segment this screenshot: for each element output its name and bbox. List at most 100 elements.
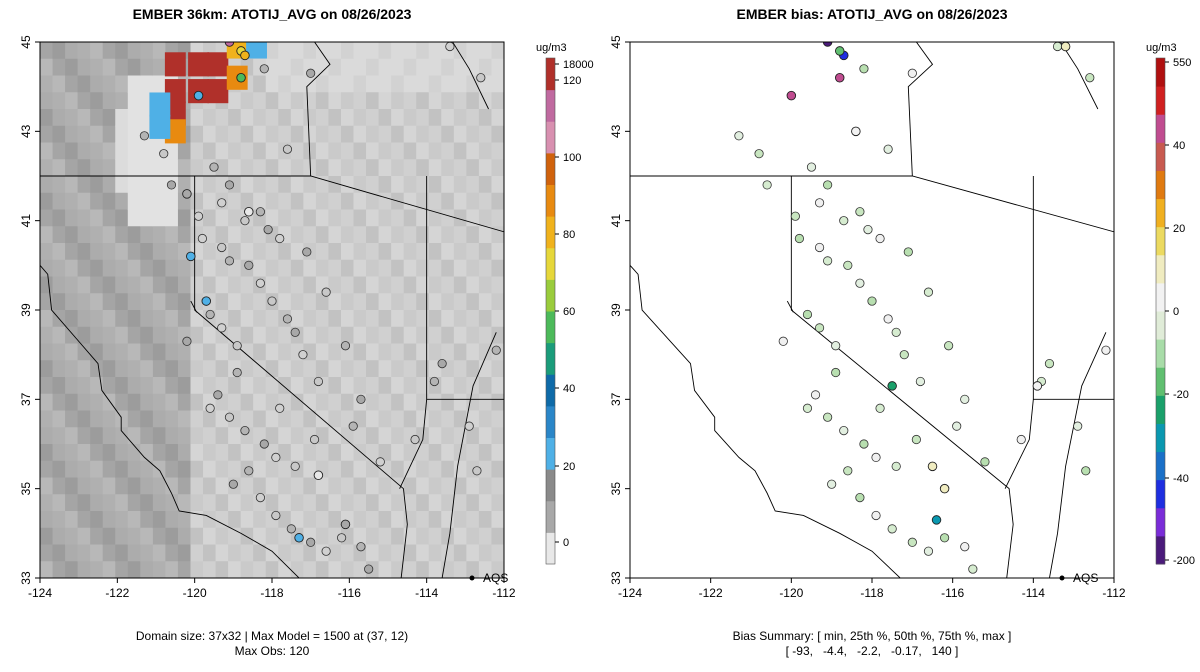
right-y-tick-label: 45 xyxy=(609,35,623,49)
heatmap-cell xyxy=(278,293,292,311)
heatmap-cell xyxy=(491,109,504,127)
observation-marker xyxy=(244,206,254,217)
heatmap-cell xyxy=(77,42,91,60)
heatmap-cell xyxy=(152,410,167,428)
heatmap-cell xyxy=(340,192,355,211)
heatmap-cell xyxy=(478,343,493,361)
heatmap-cell xyxy=(240,176,254,194)
heatmap-cell xyxy=(40,444,54,462)
right-y-tick-label: 43 xyxy=(609,124,623,138)
heatmap-cell xyxy=(77,460,91,479)
heatmap-cell xyxy=(177,209,192,227)
observation-marker xyxy=(236,72,246,83)
heatmap-cell xyxy=(378,360,392,378)
heatmap-cell xyxy=(428,142,442,160)
heatmap-cell xyxy=(340,293,355,311)
heatmap-cell xyxy=(278,410,292,428)
heatmap-cell xyxy=(478,444,493,462)
heatmap-cell xyxy=(127,259,141,278)
heatmap-cell xyxy=(315,527,330,546)
left-x-tick-label: -118 xyxy=(260,586,283,600)
heatmap-cell xyxy=(52,75,66,93)
heatmap-cell xyxy=(102,92,116,110)
station-marker xyxy=(903,247,913,257)
left-legend-swatch xyxy=(546,58,555,91)
left-y-tick-label: 39 xyxy=(19,303,33,317)
heatmap-cell xyxy=(177,393,192,412)
heatmap-cell xyxy=(215,544,229,562)
left-legend-tick-label: 20 xyxy=(563,461,575,473)
heatmap-cell xyxy=(328,142,342,160)
heatmap-cell xyxy=(378,259,392,278)
heatmap-cell xyxy=(466,226,480,244)
heatmap-cell xyxy=(265,544,279,562)
heatmap-cell xyxy=(77,377,91,395)
heatmap-cell xyxy=(140,226,154,244)
heatmap-cell xyxy=(378,310,392,328)
heatmap-cell xyxy=(290,276,304,294)
station-marker xyxy=(1081,466,1091,476)
heatmap-cell xyxy=(478,226,493,244)
heatmap-cell xyxy=(391,477,405,495)
heatmap-cell xyxy=(127,343,141,361)
heatmap-cell xyxy=(77,544,91,562)
right-legend-swatch xyxy=(1156,170,1165,200)
heatmap-cell xyxy=(478,259,493,278)
heatmap-cell xyxy=(315,511,330,529)
heatmap-cell xyxy=(90,310,104,328)
heatmap-cell xyxy=(478,192,493,211)
heatmap-cell xyxy=(115,243,129,261)
heatmap-cell xyxy=(265,561,279,578)
heatmap-cell xyxy=(416,58,430,77)
observation-marker xyxy=(193,90,204,101)
heatmap-cell xyxy=(65,159,79,177)
heatmap-cell xyxy=(115,494,129,512)
heatmap-cell xyxy=(466,360,480,378)
heatmap-cell xyxy=(177,444,192,462)
station-marker xyxy=(255,207,265,217)
heatmap-cell xyxy=(278,544,292,562)
heatmap-cell xyxy=(228,125,242,144)
heatmap-cell xyxy=(140,544,154,562)
heatmap-cell xyxy=(441,293,455,311)
heatmap-cell xyxy=(40,142,54,160)
heatmap-cell xyxy=(391,511,405,529)
heatmap-cell xyxy=(127,226,141,244)
station-marker xyxy=(810,390,821,400)
heatmap-cell xyxy=(340,310,355,328)
heatmap-cell xyxy=(203,561,217,578)
heatmap-cell xyxy=(366,75,380,93)
heatmap-cell xyxy=(190,142,204,160)
station-marker xyxy=(855,492,865,503)
heatmap-cell xyxy=(240,444,254,462)
heatmap-cell xyxy=(441,444,455,462)
heatmap-cell xyxy=(391,125,405,144)
heatmap-cell xyxy=(478,410,493,428)
station-marker xyxy=(159,149,169,159)
heatmap-cell xyxy=(315,75,330,93)
heatmap-cell xyxy=(228,276,242,294)
station-marker xyxy=(321,287,331,297)
heatmap-cell xyxy=(416,75,430,93)
heatmap-cell xyxy=(77,293,91,311)
observation-marker xyxy=(313,470,324,481)
heatmap-cell xyxy=(278,494,292,512)
heatmap-cell xyxy=(278,427,292,445)
heatmap-cell xyxy=(315,494,330,512)
heatmap-cell xyxy=(253,360,267,378)
heatmap-cell xyxy=(90,259,104,278)
heatmap-cell xyxy=(177,276,192,294)
heatmap-cell xyxy=(115,192,129,211)
heatmap-cell xyxy=(177,527,192,546)
heatmap-cell xyxy=(115,527,129,546)
heatmap-cell xyxy=(441,343,455,361)
heatmap-cell xyxy=(177,410,192,428)
station-marker xyxy=(217,242,227,253)
heatmap-cell xyxy=(215,159,229,177)
right-legend-swatch xyxy=(1156,58,1165,87)
heatmap-cell xyxy=(228,494,242,512)
heatmap-cell xyxy=(190,326,204,345)
heatmap-cell xyxy=(428,75,442,93)
heatmap-cell xyxy=(466,142,480,160)
heatmap-cell xyxy=(453,42,467,60)
